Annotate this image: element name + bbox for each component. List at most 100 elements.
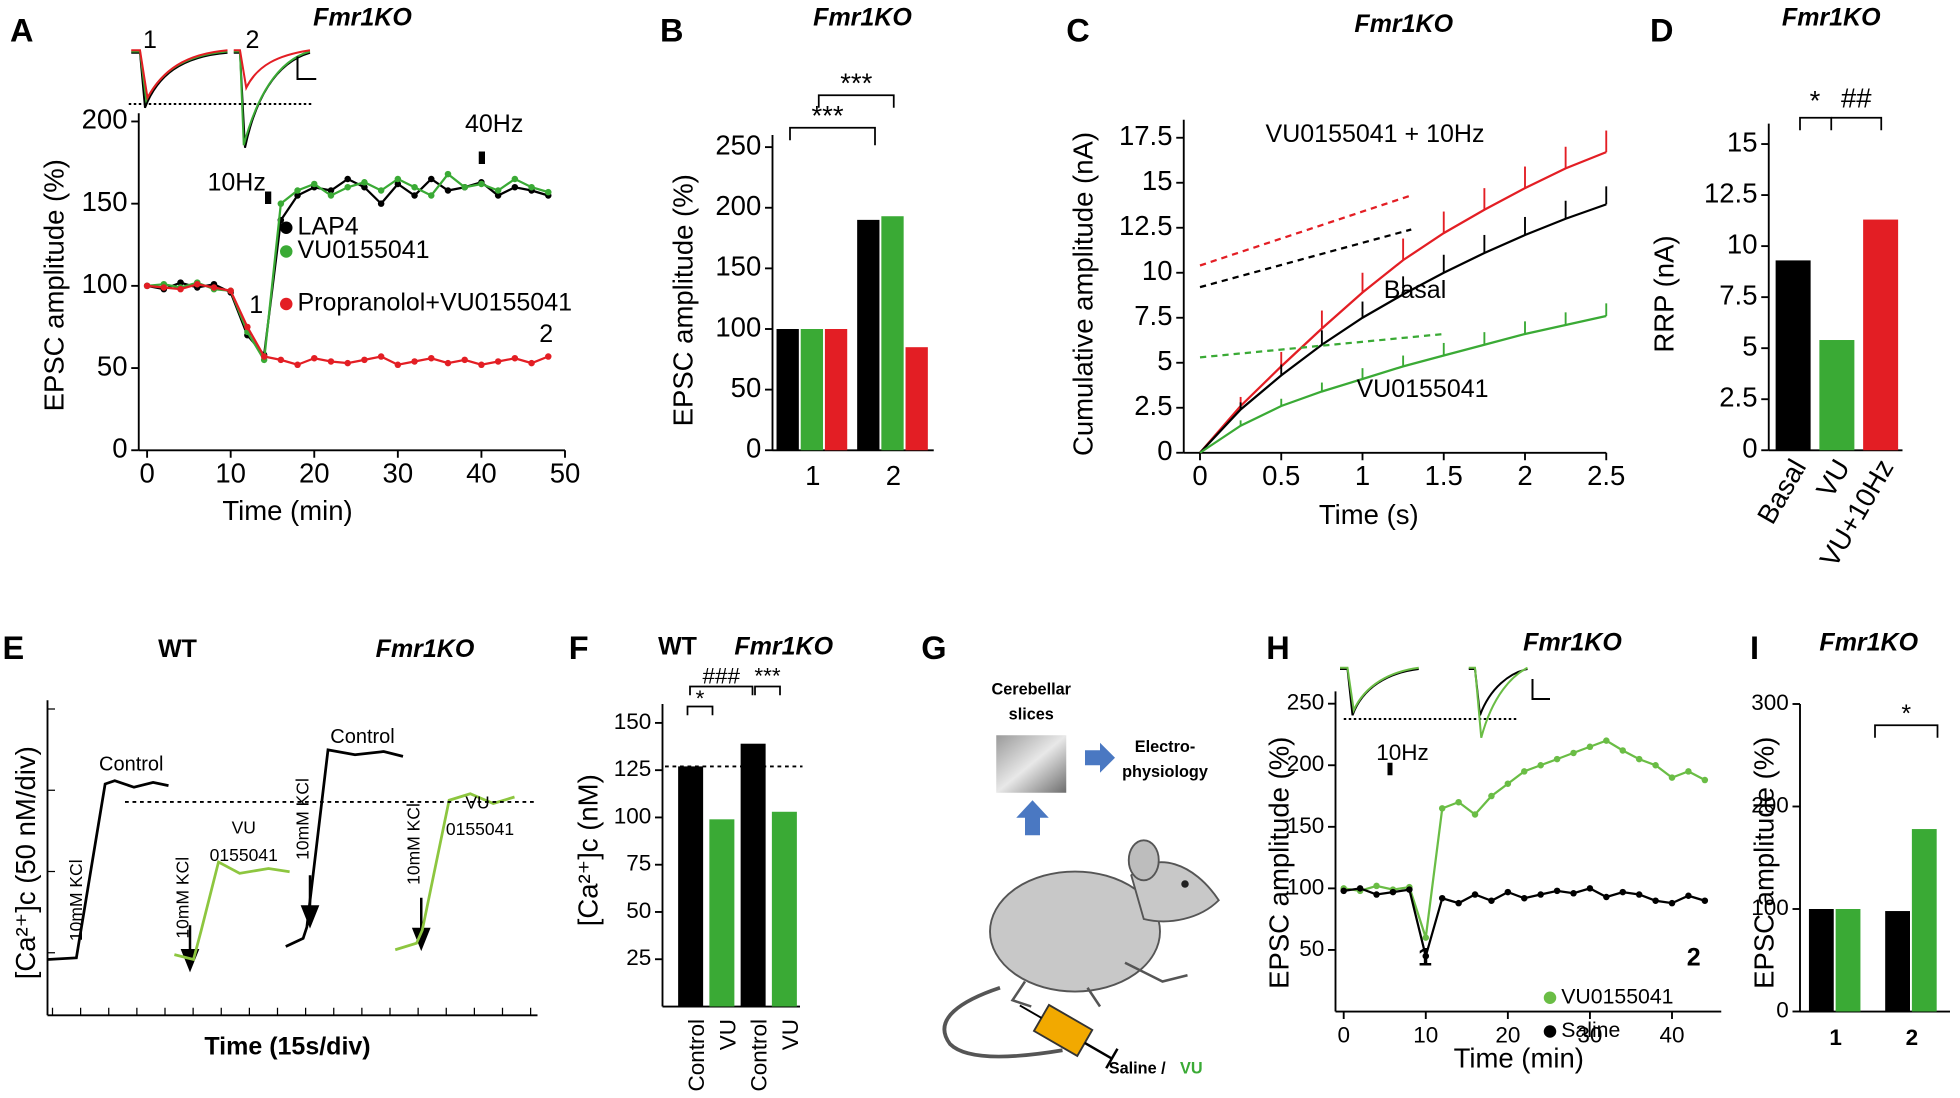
- data-point: [277, 200, 285, 207]
- annotation: 10Hz: [208, 169, 266, 197]
- bar: [709, 819, 735, 1007]
- annotation: Control: [330, 726, 394, 748]
- y-axis-label: EPSC amplitude (%): [39, 159, 70, 411]
- arrow: [1085, 742, 1115, 773]
- data-point: [394, 180, 402, 188]
- diagram-g: G Cerebellar slices Electro- physiology …: [921, 630, 1220, 1077]
- inset-trace: [233, 50, 311, 146]
- inset-trace: [131, 49, 228, 101]
- legend-label: VU0155041: [1561, 984, 1673, 1008]
- x-tick-label: 2: [1906, 1025, 1919, 1050]
- legend-marker: [1543, 1025, 1557, 1038]
- group-label: Fmr1KO: [734, 632, 833, 660]
- y-axis-label: RRP (nA): [1649, 235, 1680, 352]
- x-tick-label: 2: [1517, 460, 1532, 491]
- data-point: [1619, 888, 1627, 896]
- data-point: [361, 356, 368, 364]
- data-point: [1586, 885, 1594, 892]
- y-tick-label: 200: [1287, 751, 1325, 776]
- y-tick-label: 0: [1157, 435, 1172, 466]
- data-point: [1521, 768, 1528, 775]
- data-point: [428, 354, 435, 362]
- stimulus-mark: [1387, 762, 1393, 776]
- x-tick-label: Basal: [1751, 454, 1812, 529]
- inset-traces-h: [1340, 666, 1550, 739]
- data-point: [494, 187, 502, 194]
- y-tick-label: 150: [82, 186, 128, 217]
- data-point: [511, 354, 519, 362]
- data-point: [1635, 891, 1643, 898]
- x-tick-label: 0: [139, 458, 154, 489]
- data-point: [1537, 762, 1544, 769]
- y-tick-label: 50: [97, 350, 128, 381]
- annotation: ***: [754, 664, 781, 689]
- y-tick-label: 17.5: [1119, 120, 1173, 151]
- data-point: [1389, 888, 1397, 896]
- data-point: [461, 183, 468, 191]
- data-point: [1553, 887, 1561, 895]
- data-point: [411, 358, 418, 365]
- data-point: [1340, 887, 1347, 895]
- y-tick-label: 12.5: [1119, 210, 1173, 241]
- data-point: [1455, 798, 1462, 806]
- inset-trace: [131, 50, 228, 104]
- scale-bar: [296, 56, 317, 80]
- chart-title: Fmr1KO: [1819, 629, 1918, 657]
- series-label: Basal: [1384, 276, 1447, 304]
- y-tick-label: 200: [82, 104, 128, 135]
- y-tick-label: 0: [1742, 433, 1757, 464]
- annotation: ###: [702, 664, 740, 689]
- y-tick-label: 0: [1776, 997, 1789, 1022]
- annotation: *: [1901, 700, 1911, 728]
- bar: [1775, 260, 1811, 451]
- x-tick-label: Control: [684, 1019, 709, 1092]
- data-point: [528, 359, 535, 367]
- data-point: [377, 187, 385, 194]
- bar: [1819, 340, 1855, 451]
- mouse-ear: [1127, 839, 1160, 882]
- data-point: [1406, 886, 1413, 893]
- x-tick-label: 2.5: [1587, 460, 1625, 491]
- y-tick-label: 5: [1157, 345, 1172, 376]
- y-axis-label: EPSC amplitude (%): [1264, 737, 1295, 989]
- data-point: [411, 192, 418, 199]
- inset-trace: [131, 51, 228, 109]
- y-tick-label: 15: [1142, 165, 1173, 196]
- x-tick-label: 0.5: [1262, 460, 1300, 491]
- bar: [771, 811, 797, 1007]
- y-tick-label: 150: [1287, 813, 1325, 838]
- legend-label: LAP4: [298, 212, 359, 240]
- bar: [857, 219, 880, 451]
- data-point: [344, 183, 351, 191]
- data-point: [444, 187, 452, 194]
- y-tick-label: 7.5: [1719, 279, 1757, 310]
- bracket: [1799, 116, 1833, 131]
- mouse-legs: [1010, 961, 1188, 1008]
- data-point: [1521, 894, 1528, 902]
- x-tick-label: 0: [1192, 460, 1207, 491]
- x-axis-label: Time (min): [222, 495, 352, 526]
- data-point: [494, 192, 502, 199]
- y-tick-label: 7.5: [1134, 300, 1172, 331]
- scale-bar: [1531, 679, 1550, 700]
- group-label: Fmr1KO: [376, 635, 475, 663]
- bracket: [817, 94, 895, 108]
- y-tick-label: 50: [731, 372, 762, 403]
- annotation: 10mM KCl: [66, 859, 86, 941]
- panel-label: E: [3, 630, 25, 666]
- data-point: [1537, 891, 1544, 898]
- data-point: [1668, 774, 1676, 781]
- data-point: [327, 192, 335, 199]
- data-point: [311, 354, 318, 362]
- x-tick-label: 40: [466, 458, 497, 489]
- syringe-plunger: [1105, 1048, 1119, 1069]
- data-point: [545, 353, 552, 360]
- data-point: [194, 280, 201, 288]
- annotation: VU: [232, 818, 256, 838]
- arrow: [1016, 800, 1049, 836]
- bracket: [789, 126, 876, 146]
- data-point: [494, 358, 502, 365]
- annotation: Control: [99, 754, 163, 776]
- data-point: [1635, 755, 1643, 763]
